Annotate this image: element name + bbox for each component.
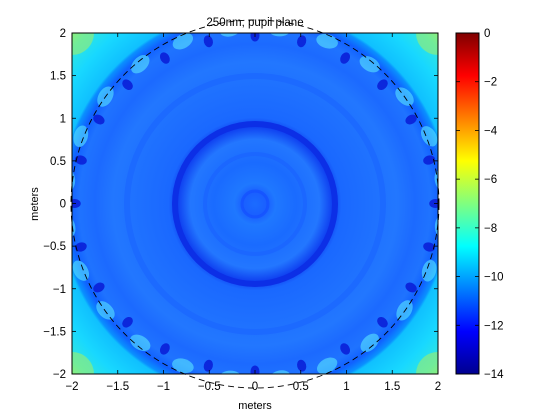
colorbar-tick-label: −8 — [484, 223, 497, 235]
x-tick-label: 2 — [435, 381, 441, 393]
colorbar-tick-label: −10 — [484, 272, 504, 284]
colorbar-tick-label: −14 — [484, 369, 504, 381]
edge-spot — [72, 199, 81, 208]
edge-lobe — [72, 260, 90, 281]
x-tick-label: −1 — [157, 381, 170, 393]
plot-area — [72, 33, 438, 374]
y-tick-label: −0.5 — [43, 241, 66, 253]
edge-spot — [159, 343, 170, 355]
y-tick-label: 2 — [60, 28, 66, 40]
y-tick-label: 1.5 — [50, 71, 66, 83]
corner-lobe — [72, 352, 94, 374]
edge-lobe — [172, 358, 194, 374]
edge-lobe — [219, 370, 242, 374]
edge-lobe — [420, 126, 438, 147]
middle-ring — [203, 152, 307, 256]
edge-spot — [377, 79, 388, 91]
y-tick-label: 1 — [60, 113, 66, 125]
edge-spot — [297, 35, 307, 48]
ring-structure — [124, 73, 386, 335]
corner-lobe — [416, 352, 438, 374]
edge-spot — [203, 35, 213, 48]
edge-spot — [429, 199, 438, 208]
colorbar: 0 −2 −4 −6 −8 −10 −12 −14 — [455, 28, 504, 381]
x-tick-label: 1.5 — [384, 381, 400, 393]
edge-spot — [93, 114, 105, 125]
corner-lobe — [72, 33, 94, 55]
y-tick-label: −2 — [53, 369, 66, 381]
edge-spot — [423, 155, 436, 165]
field-background — [72, 33, 438, 374]
corner-lobe — [416, 33, 438, 55]
edge-lobe — [72, 171, 76, 190]
edge-spot — [340, 343, 351, 355]
edge-spot — [74, 242, 87, 252]
colorbar-ticks: 0 −2 −4 −6 −8 −10 −12 −14 — [456, 28, 504, 381]
x-tick-label: −0.5 — [198, 381, 221, 393]
edge-lobe — [316, 33, 338, 49]
edge-lobe — [434, 217, 438, 236]
edge-spot — [203, 359, 213, 372]
x-tick-label: −1.5 — [106, 381, 129, 393]
x-tick-label: 1 — [343, 381, 349, 393]
y-axis: −2 −1.5 −1 −0.5 0 0.5 1 1.5 2 — [43, 28, 438, 381]
inner-ring — [240, 189, 270, 219]
edge-lobe — [316, 357, 338, 374]
colorbar-tick-label: −2 — [484, 77, 497, 89]
edge-spot — [377, 316, 388, 328]
colorbar-frame — [455, 32, 480, 375]
edge-spot — [405, 114, 417, 125]
x-tick-label: 0 — [252, 381, 258, 393]
outer-ring — [124, 73, 386, 335]
edge-lobe — [131, 54, 150, 74]
edge-lobe — [172, 33, 194, 50]
corner-lobes — [72, 33, 438, 374]
y-tick-label: 0.5 — [50, 156, 66, 168]
edge-spot — [423, 242, 436, 252]
edge-lobe — [359, 55, 380, 73]
y-tick-label: −1 — [53, 284, 66, 296]
edge-lobe — [73, 125, 89, 148]
y-tick-label: 0 — [60, 199, 66, 211]
x-axis-label: meters — [238, 400, 272, 412]
edge-lobe — [96, 301, 115, 320]
edge-spot — [340, 52, 351, 64]
colorbar-tick-label: −4 — [484, 125, 498, 137]
edge-spot — [122, 79, 133, 91]
x-tick-label: 0.5 — [293, 381, 309, 393]
edge-lobe — [396, 300, 413, 321]
edge-spot — [297, 359, 307, 372]
edge-lobe — [130, 334, 151, 352]
edge-spot — [93, 282, 105, 293]
colorbar-tick-label: 0 — [484, 28, 490, 40]
dark-ring — [172, 121, 338, 287]
colorbar-tick-label: −6 — [484, 174, 497, 186]
edge-lobe — [421, 259, 437, 282]
chart-title: 250nm, pupil plane — [206, 17, 303, 29]
x-axis: −2 −1.5 −1 −0.5 0 0.5 1 1.5 2 — [65, 33, 441, 393]
colorbar-gradient — [456, 33, 479, 374]
pupil-boundary — [70, 19, 440, 389]
edge-spot — [405, 282, 417, 293]
y-axis-label: meters — [29, 187, 41, 221]
edge-lobe — [360, 333, 379, 353]
x-tick-label: −2 — [65, 381, 78, 393]
y-tick-label: −1.5 — [43, 326, 66, 338]
colorbar-tick-label: −12 — [484, 320, 504, 332]
edge-spot — [74, 155, 87, 165]
edge-spot — [159, 52, 170, 64]
edge-spot — [122, 316, 133, 328]
